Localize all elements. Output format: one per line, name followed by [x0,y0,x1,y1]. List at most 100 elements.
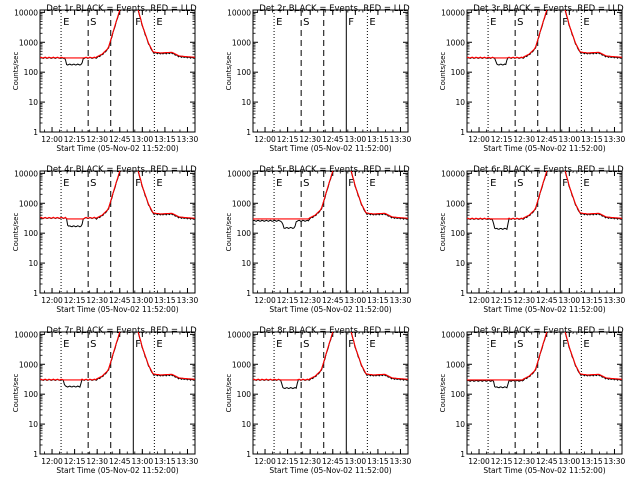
panel-det-5: Det 5r BLACK = Events, RED = LLD 1 10 100 10… [225,165,412,314]
x-tick-label: 12:30 [299,457,321,466]
panel-frame [466,170,623,294]
y-tick-label: 1000 [232,360,251,369]
interval-marker-label: F [135,178,141,189]
panel-title: Det 8r BLACK = Events, RED = LLD [259,326,410,336]
x-tick-label: 13:00 [559,457,581,466]
y-tick-label: 10 [28,420,38,429]
interval-marker-label: F [135,17,141,28]
y-tick-label: 10 [455,259,465,268]
x-tick-label: 13:15 [367,135,389,144]
y-tick-label: 10000 [14,8,38,17]
lld-series-line [253,332,408,381]
x-axis-label: Start Time (05-Nov-02 11:52:00) [483,144,605,153]
panel-title: Det 7r BLACK = Events, RED = LLD [46,326,197,336]
x-tick-label: 12:15 [491,457,513,466]
x-axis-label: Start Time (05-Nov-02 11:52:00) [483,466,605,475]
x-tick-label: 12:45 [536,457,558,466]
y-tick-label: 100 [237,390,252,399]
y-tick-label: 1 [460,289,465,298]
panel-title: Det 4r BLACK = Events, RED = LLD [46,165,197,175]
y-tick-label: 10 [28,98,38,107]
y-tick-label: 1000 [19,38,38,47]
panel-det-9: Det 9r BLACK = Events, RED = LLD 1 10 100 10… [439,326,626,475]
x-tick-label: 13:00 [345,296,367,305]
x-tick-label: 12:45 [322,135,344,144]
x-tick-label: 12:30 [86,296,108,305]
x-tick-label: 12:45 [536,135,558,144]
interval-marker-label: S [90,17,96,28]
x-tick-label: 12:30 [513,135,535,144]
panel-frame [39,170,196,294]
interval-marker-label: E [490,178,496,189]
y-tick-label: 1 [460,128,465,137]
interval-marker-label: F [348,178,354,189]
y-tick-label: 10000 [227,8,251,17]
y-tick-label: 1000 [232,199,251,208]
x-tick-label: 13:30 [177,457,199,466]
y-tick-label: 100 [237,68,252,77]
interval-marker-label: F [135,339,141,350]
x-tick-label: 13:15 [581,135,603,144]
interval-marker-label: E [276,339,282,350]
panel-frame [252,331,409,455]
y-tick-label: 100 [451,68,466,77]
x-tick-label: 12:15 [64,296,86,305]
interval-marker-label: F [348,339,354,350]
y-axis-label: Counts/sec [439,213,447,252]
y-tick-label: 10 [455,98,465,107]
interval-marker-label: E [63,339,69,350]
y-tick-label: 100 [237,229,252,238]
interval-marker-label: E [156,339,162,350]
x-tick-label: 13:00 [132,135,154,144]
lld-series-line [467,332,622,381]
x-tick-label: 12:00 [41,296,63,305]
y-tick-label: 1 [246,289,251,298]
y-axis-label: Counts/sec [12,374,20,413]
interval-marker-label: F [562,17,568,28]
x-tick-label: 13:00 [559,135,581,144]
panel-title: Det 3r BLACK = Events, RED = LLD [473,4,624,14]
y-tick-label: 1000 [19,199,38,208]
lld-series-line [467,10,622,59]
x-tick-label: 13:15 [154,457,176,466]
interval-marker-label: S [90,339,96,350]
interval-marker-label: E [369,17,375,28]
panel-title: Det 6r BLACK = Events, RED = LLD [473,165,624,175]
lld-series-line [467,171,622,220]
x-tick-label: 13:15 [367,296,389,305]
x-tick-label: 12:00 [41,135,63,144]
x-axis-label: Start Time (05-Nov-02 11:52:00) [56,305,178,314]
panel-det-6: Det 6r BLACK = Events, RED = LLD 1 10 100 10… [439,165,626,314]
y-tick-label: 100 [451,390,466,399]
x-tick-label: 12:30 [513,296,535,305]
x-tick-label: 12:00 [468,457,490,466]
x-tick-label: 12:30 [513,457,535,466]
interval-marker-label: F [348,17,354,28]
x-tick-label: 12:00 [468,296,490,305]
interval-marker-label: E [156,178,162,189]
x-tick-label: 12:15 [277,296,299,305]
x-tick-label: 13:00 [345,457,367,466]
x-tick-label: 13:15 [154,135,176,144]
x-axis-label: Start Time (05-Nov-02 11:52:00) [269,305,391,314]
x-tick-label: 13:00 [132,296,154,305]
interval-marker-label: S [517,17,523,28]
interval-marker-label: F [562,178,568,189]
y-tick-label: 10 [455,420,465,429]
x-tick-label: 12:45 [322,457,344,466]
y-tick-label: 1 [246,450,251,459]
x-tick-label: 12:00 [254,457,276,466]
x-tick-label: 13:15 [367,457,389,466]
y-axis-label: Counts/sec [225,213,233,252]
lld-series-line [40,10,195,59]
x-tick-label: 12:45 [322,296,344,305]
interval-marker-label: E [63,178,69,189]
panel-title: Det 5r BLACK = Events, RED = LLD [259,165,410,175]
x-tick-label: 12:30 [299,135,321,144]
y-tick-label: 10 [28,259,38,268]
x-tick-label: 12:15 [491,135,513,144]
x-axis-label: Start Time (05-Nov-02 11:52:00) [56,144,178,153]
lld-series-line [253,171,408,220]
x-tick-label: 12:15 [64,135,86,144]
